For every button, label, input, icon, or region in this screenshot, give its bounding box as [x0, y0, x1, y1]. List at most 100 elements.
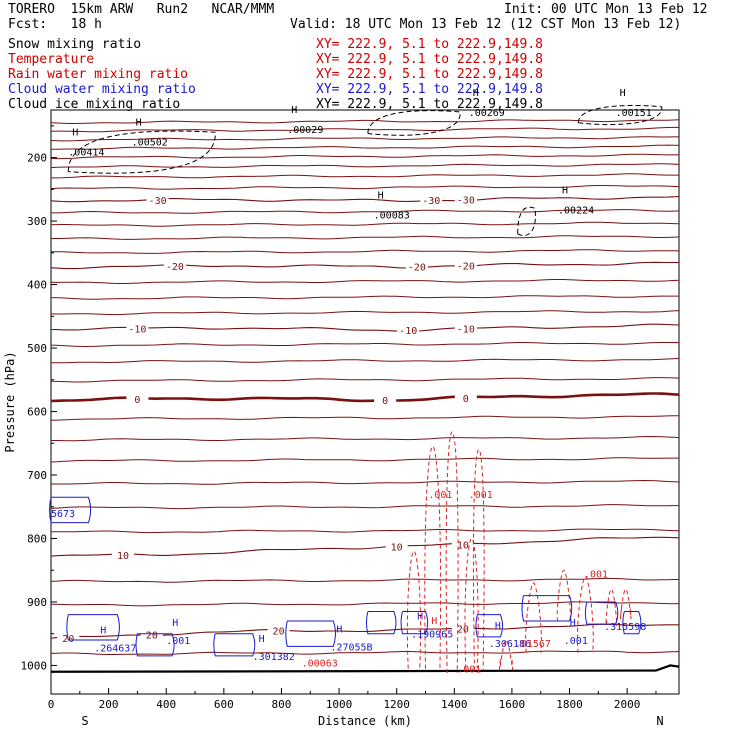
cloud-water-contour [584, 601, 619, 625]
model-name: TORERO [8, 2, 55, 17]
rain-max-marker: H [431, 616, 437, 627]
y-tick-label: 400 [27, 279, 47, 292]
moisture-fields: H .00414 H .00502 H .00029 H .00083 H .00269 H .002… [49, 88, 663, 676]
snow-max-value: .00083 [374, 211, 410, 222]
cloud-water-contour [135, 633, 175, 657]
isotherm-line [50, 126, 679, 133]
isotherm-label: -20 [457, 262, 475, 273]
y-tick-label: 900 [27, 596, 47, 609]
north-end-label: N [656, 714, 663, 728]
cloud-max-marker: H [100, 626, 106, 637]
x-tick-label: 0 [48, 698, 55, 711]
cloud-ice-contour [517, 206, 536, 237]
isotherm-label-bg [267, 624, 290, 636]
isotherm-line [50, 136, 680, 142]
cloud-water-contour [521, 595, 573, 622]
cloud-water-contour [400, 610, 429, 635]
temperature-contours: -30 -30 -30 -20 -20 -20 -10 -10 -10 0 0 0 10 10 10 20 20… [50, 119, 680, 673]
isotherm-label-bg [420, 194, 443, 206]
isotherm-line [50, 295, 679, 300]
isotherm-label-bg [454, 322, 477, 334]
isotherm-label: -20 [408, 262, 426, 273]
cloud-water-contour [285, 620, 336, 647]
isotherm-line [50, 153, 680, 160]
y-tick-label: 500 [27, 342, 47, 355]
snow-max-marker: H [291, 105, 297, 116]
x-tick-label: 1400 [441, 698, 468, 711]
org-name: NCAR/MMM [211, 2, 275, 17]
isotherm-line [50, 221, 680, 227]
cloud-max-marker: H [570, 618, 576, 629]
isotherm-line-labelled [50, 536, 680, 557]
isotherm-label: 10 [117, 551, 129, 562]
isotherm-label-bg [374, 393, 397, 405]
cloud-water-contour [66, 614, 120, 641]
field-xy-cloud-ice: XY= 222.9, 5.1 to 222.9,149.8 [316, 97, 543, 112]
plot-frame [50, 109, 680, 695]
field-name-temperature: Temperature [8, 52, 95, 67]
field-xy-rain: XY= 222.9, 5.1 to 222.9,149.8 [316, 67, 543, 82]
isotherm-line [50, 415, 680, 421]
cloud-max-value: 5673 [51, 509, 75, 520]
isotherm-line [51, 249, 680, 254]
x-tick-label: 600 [214, 698, 234, 711]
isotherm-line [51, 528, 680, 534]
axes: 0 200 400 600 800 1000 1200 1400 1600 1800 2000200… [21, 125, 657, 711]
isotherm-label-bg [454, 391, 477, 403]
cloud-max-marker: H [417, 612, 423, 623]
isotherm-line [50, 310, 680, 316]
isotherm-label: 0 [463, 394, 469, 405]
isotherm-line [50, 601, 680, 607]
forecast-hour: Fcst: 18 h [8, 17, 102, 32]
field-name-cloud-water: Cloud water mixing ratio [8, 82, 196, 97]
x-tick-label: 1600 [499, 698, 526, 711]
isotherm-line [50, 144, 680, 150]
rain-max-value: .001 [469, 490, 493, 501]
isotherm-label-bg [146, 193, 169, 205]
init-time: Init: 00 UTC Mon 13 Feb 12 [504, 2, 708, 17]
isotherm-line [50, 577, 679, 583]
rain-max-value: .00063 [302, 658, 338, 669]
x-tick-label: 1000 [326, 698, 353, 711]
isotherm-label: 10 [391, 542, 403, 553]
fcst-label: Fcst: [8, 17, 48, 32]
y-axis-title: Pressure (hPa) [3, 351, 17, 452]
isotherm-line [51, 479, 680, 485]
isotherm-label-bg [397, 324, 420, 336]
cloud-max-value: .301382 [253, 652, 295, 663]
cloud-water-contour [622, 610, 642, 635]
field-xy-snow: XY= 222.9, 5.1 to 222.9,149.8 [316, 37, 543, 52]
snow-max-marker: H [473, 88, 479, 99]
cloud-water-contour [365, 610, 397, 635]
isotherm-line [50, 504, 679, 510]
ground-surface-line [50, 664, 680, 673]
isotherm-label: 20 [457, 625, 469, 636]
isotherm-line [51, 435, 680, 442]
isotherm-line [50, 357, 680, 364]
rain-water-contour [619, 588, 632, 620]
cloud-max-value: .315598 [604, 622, 646, 633]
isotherm-label-bg [112, 548, 135, 560]
isotherm-label-bg [451, 538, 474, 550]
isotherm-line [50, 163, 680, 169]
rain-water-contour [577, 576, 594, 653]
isotherm-label: 0 [134, 395, 140, 406]
isotherm-label-bg [57, 632, 80, 644]
x-tick-label: 400 [156, 698, 176, 711]
isotherm-label-bg [451, 622, 474, 634]
rain-max-value: .001 [428, 490, 452, 501]
model-resolution: 15km ARW [70, 2, 134, 17]
x-tick-label: 800 [272, 698, 292, 711]
run-name: Run2 [156, 2, 189, 17]
cloud-max-value: .001 [166, 636, 190, 647]
snow-max-value: .00029 [287, 125, 323, 136]
valid-time: Valid: 18 UTC Mon 13 Feb 12 (12 CST Mon … [290, 17, 682, 32]
rain-water-contour [472, 449, 485, 671]
rain-water-contour [464, 537, 479, 669]
x-tick-label: 200 [99, 698, 119, 711]
cloud-max-marker: H [336, 624, 342, 635]
y-tick-label: 700 [27, 469, 47, 482]
x-tick-label: 1800 [556, 698, 583, 711]
isotherm-label-bg [126, 322, 149, 334]
isotherm-line-labelled [50, 392, 680, 403]
